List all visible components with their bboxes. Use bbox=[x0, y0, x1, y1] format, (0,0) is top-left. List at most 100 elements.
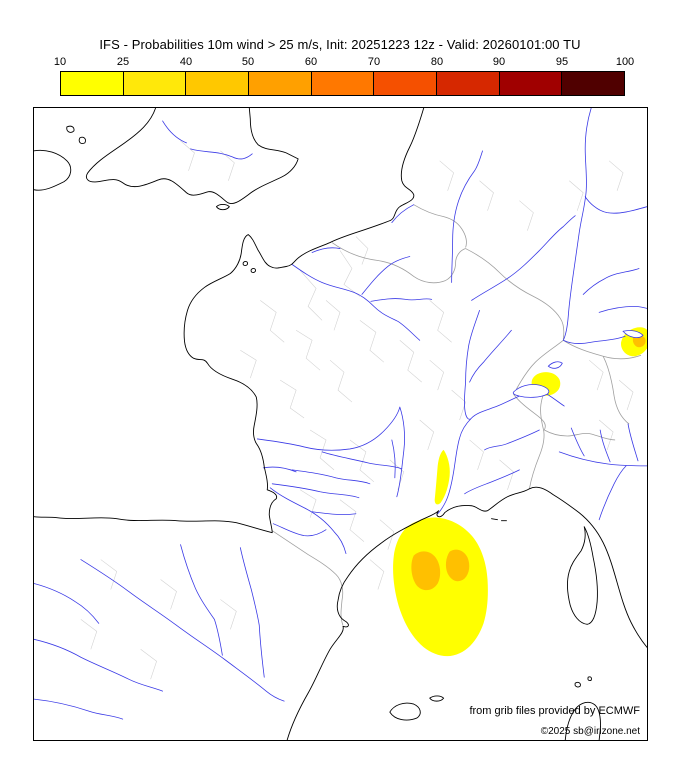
colorbar-segment-60-70 bbox=[311, 72, 375, 95]
colorbar-tick-10: 10 bbox=[53, 56, 67, 68]
probability-area-gulf-of-lion bbox=[393, 517, 488, 657]
river-po-tributary-1 bbox=[570, 427, 585, 457]
border-france-belgium bbox=[331, 242, 466, 284]
river-allier bbox=[391, 439, 396, 479]
border-switzerland-italy bbox=[513, 393, 616, 441]
lake-neuchatel bbox=[547, 361, 563, 369]
river-rhine bbox=[562, 108, 626, 344]
coast-hyeres-islands bbox=[491, 518, 507, 522]
colorbar-segment-40-50 bbox=[186, 72, 250, 95]
river-durance bbox=[464, 469, 520, 495]
admin-borders bbox=[80, 140, 634, 680]
river-vienne bbox=[291, 469, 371, 485]
probability-core-gulf-east bbox=[445, 549, 470, 582]
river-danube bbox=[598, 305, 647, 313]
river-po-tributary-2 bbox=[599, 429, 611, 463]
colorbar-segment-80-90 bbox=[437, 72, 500, 95]
river-seine bbox=[291, 264, 421, 341]
river-moselle bbox=[471, 215, 576, 301]
coast-tuscan-island-2 bbox=[587, 676, 592, 682]
coast-islet-2 bbox=[78, 136, 86, 144]
border-france-italy bbox=[528, 391, 546, 489]
border-france-germany bbox=[465, 248, 565, 340]
coast-corsica bbox=[567, 526, 598, 625]
river-saone bbox=[464, 309, 480, 420]
colorbar-tick-95: 95 bbox=[555, 56, 569, 68]
colorbar-tick-50: 50 bbox=[241, 56, 255, 68]
coast-menorca bbox=[429, 695, 445, 702]
river-ebro-tributary-2 bbox=[239, 547, 265, 678]
colorbar-segment-10-25 bbox=[61, 72, 124, 95]
colorbar-segment-70-80 bbox=[374, 72, 438, 95]
coastlines bbox=[34, 108, 647, 740]
colorbar-tick-70: 70 bbox=[367, 56, 381, 68]
river-ebro bbox=[80, 559, 285, 702]
river-po bbox=[558, 451, 647, 467]
colorbar-segment-90-95 bbox=[499, 72, 563, 95]
river-rhone bbox=[437, 391, 530, 515]
river-charente bbox=[262, 466, 297, 473]
river-main bbox=[584, 196, 647, 214]
lake-geneva bbox=[512, 384, 550, 398]
coast-mediterranean bbox=[286, 486, 647, 740]
rivers bbox=[34, 108, 647, 720]
lakes bbox=[512, 330, 644, 398]
colorbar-tick-100: 100 bbox=[615, 56, 635, 68]
border-germany-austria bbox=[602, 356, 630, 425]
colorbar-segment-50-60 bbox=[249, 72, 312, 95]
river-oise bbox=[361, 256, 411, 295]
map-frame: from grib files provided by ECMWF ©2025 … bbox=[33, 107, 648, 741]
coast-tuscan-island-1 bbox=[574, 681, 581, 688]
probability-core-gulf-west bbox=[411, 551, 441, 591]
border-france-spain bbox=[272, 530, 344, 626]
coast-england bbox=[85, 108, 299, 205]
attribution-source: from grib files provided by ECMWF bbox=[469, 705, 640, 717]
river-spain-3 bbox=[34, 698, 124, 720]
river-garonne bbox=[269, 487, 347, 554]
coast-islet-1 bbox=[66, 125, 75, 133]
lake-constance bbox=[622, 330, 644, 339]
colorbar-segment-95-100 bbox=[562, 72, 625, 95]
river-isere bbox=[484, 429, 540, 451]
river-cher bbox=[321, 451, 403, 470]
river-somme bbox=[311, 247, 341, 253]
river-lot bbox=[311, 511, 357, 515]
colorbar-tick-90: 90 bbox=[492, 56, 506, 68]
attribution-copyright: ©2025 sb@irizone.net bbox=[540, 726, 640, 737]
river-thames bbox=[190, 148, 253, 160]
river-meuse bbox=[451, 150, 483, 283]
probability-core-east-edge bbox=[632, 335, 646, 348]
colorbar-segment-25-40 bbox=[123, 72, 187, 95]
wind-probability-map bbox=[34, 108, 647, 740]
colorbar-tick-25: 25 bbox=[116, 56, 130, 68]
border-france-switzerland bbox=[516, 339, 564, 390]
river-upper-rhone bbox=[544, 392, 565, 407]
page-title: IFS - Probabilities 10m wind > 25 m/s, I… bbox=[99, 37, 581, 52]
river-marne bbox=[370, 298, 433, 302]
river-dordogne bbox=[271, 483, 360, 499]
national-borders bbox=[272, 204, 642, 626]
probability-areas bbox=[393, 327, 647, 657]
river-ebro-tributary-1 bbox=[180, 544, 223, 656]
coast-ireland bbox=[34, 149, 72, 191]
coast-atlantic-continent bbox=[34, 108, 425, 534]
river-scheldt bbox=[391, 204, 415, 224]
river-adour bbox=[272, 523, 327, 537]
river-spain-1 bbox=[34, 583, 100, 624]
probability-area-rhone-valley bbox=[434, 449, 450, 505]
river-po-tributary-3 bbox=[627, 423, 639, 462]
river-neckar bbox=[582, 268, 640, 295]
coast-isle-of-wight bbox=[215, 203, 230, 211]
colorbar-tick-40: 40 bbox=[179, 56, 193, 68]
border-netherlands-belgium bbox=[413, 204, 467, 248]
river-severn bbox=[162, 120, 187, 144]
colorbar-tick-80: 80 bbox=[430, 56, 444, 68]
coast-sardinia-tip bbox=[564, 701, 601, 740]
coast-channel-island-2 bbox=[250, 268, 256, 273]
department-boundaries bbox=[80, 140, 634, 680]
probability-colorbar bbox=[60, 71, 625, 96]
colorbar-tick-60: 60 bbox=[304, 56, 318, 68]
river-po-tributary-4 bbox=[598, 465, 627, 521]
river-spain-2 bbox=[34, 638, 163, 692]
